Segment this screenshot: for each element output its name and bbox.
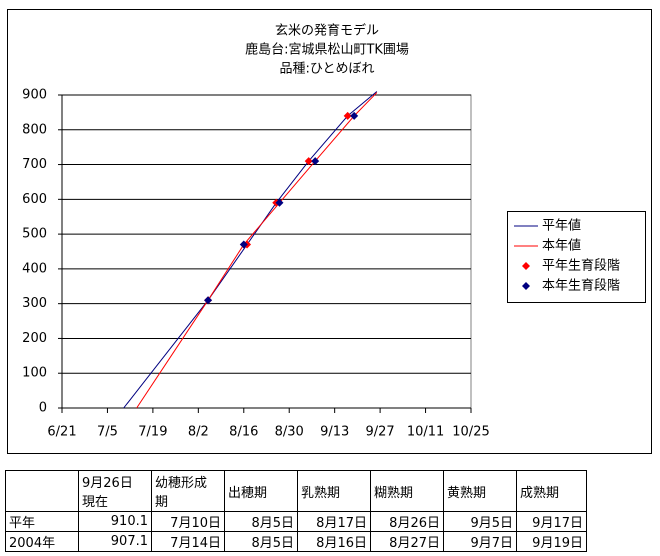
legend-label: 平年値 (542, 218, 581, 234)
data-cell: 8月17日 (297, 511, 371, 532)
data-cell: 9月5日 (443, 511, 517, 532)
x-tick-label: 10/11 (407, 425, 444, 440)
x-tick-label: 8/2 (188, 425, 209, 440)
header-cell: 幼穂形成 期 (151, 470, 225, 512)
stage-point (275, 198, 284, 207)
data-table: 9月26日 現在 幼穂形成 期出穂期 乳熟期 糊熟期 黄熟期 成熟期 平年 910.1 7月1… (5, 470, 587, 552)
data-cell: 8月5日 (224, 511, 298, 532)
chart-title: 品種:ひとめぼれ (280, 61, 375, 77)
data-cell: 9月7日 (443, 531, 517, 552)
row-label: 2004年 (5, 531, 79, 552)
x-tick-label: 7/19 (138, 425, 167, 440)
header-cell: 糊熟期 (370, 470, 444, 512)
data-cell: 8月5日 (224, 531, 298, 552)
y-tick-label: 700 (22, 157, 47, 172)
y-tick-label: 200 (22, 331, 47, 346)
legend-label: 本年生育段階 (542, 278, 620, 294)
data-cell: 9月19日 (516, 531, 587, 552)
data-cell: 9月17日 (516, 511, 587, 532)
header-cell: 9月26日 現在 (78, 470, 152, 512)
data-cell: 7月10日 (151, 511, 225, 532)
stage-point (304, 157, 313, 166)
table-row: 平年 910.1 7月10日 8月5日 8月17日 8月26日 9月5日 9月17日 (5, 511, 587, 532)
stage-point (311, 157, 320, 166)
legend-marker (522, 262, 530, 270)
x-tick-label: 10/25 (452, 425, 489, 440)
y-tick-label: 100 (22, 366, 47, 381)
chart-title: 玄米の発育モデル (275, 23, 379, 39)
header-cell: 出穂期 (224, 470, 298, 512)
x-tick-label: 6/21 (47, 425, 76, 440)
y-tick-label: 0 (39, 401, 47, 416)
y-tick-label: 600 (22, 192, 47, 207)
x-tick-label: 9/27 (366, 425, 395, 440)
table-row: 2004年 907.1 7月14日 8月5日 8月16日 8月27日 9月7日 9月19日 (5, 531, 587, 552)
data-cell: 8月16日 (297, 531, 371, 552)
y-tick-label: 300 (22, 296, 47, 311)
chart-title: 鹿島台:宮城県松山町TK圃場 (245, 42, 409, 58)
legend-label: 平年生育段階 (542, 258, 620, 274)
chart-frame (7, 9, 652, 454)
y-tick-label: 800 (22, 122, 47, 137)
data-cell: 8月26日 (370, 511, 444, 532)
x-tick-label: 8/30 (275, 425, 304, 440)
stage-point (239, 240, 248, 249)
y-tick-label: 900 (22, 88, 47, 103)
data-cell: 907.1 (78, 531, 152, 552)
header-cell: 乳熟期 (297, 470, 371, 512)
stage-point (204, 296, 213, 305)
legend-box (507, 211, 646, 303)
stage-point (350, 111, 359, 120)
header-cell: 黄熟期 (443, 470, 517, 512)
y-tick-label: 500 (22, 227, 47, 242)
corner-cell (5, 470, 79, 512)
y-tick-label: 400 (22, 261, 47, 276)
legend-marker (522, 282, 530, 290)
header-cell: 成熟期 (516, 470, 587, 512)
data-cell: 910.1 (78, 511, 152, 532)
legend-label: 本年値 (542, 238, 581, 254)
data-cell: 8月27日 (370, 531, 444, 552)
row-label: 平年 (5, 511, 79, 532)
data-cell: 7月14日 (151, 531, 225, 552)
x-tick-label: 9/13 (320, 425, 349, 440)
x-tick-label: 8/16 (229, 425, 258, 440)
table-header: 9月26日 現在 幼穂形成 期出穂期 乳熟期 糊熟期 黄熟期 成熟期 (5, 470, 587, 512)
plot-area (61, 94, 472, 409)
stage-point (343, 111, 352, 120)
x-tick-label: 7/5 (97, 425, 118, 440)
